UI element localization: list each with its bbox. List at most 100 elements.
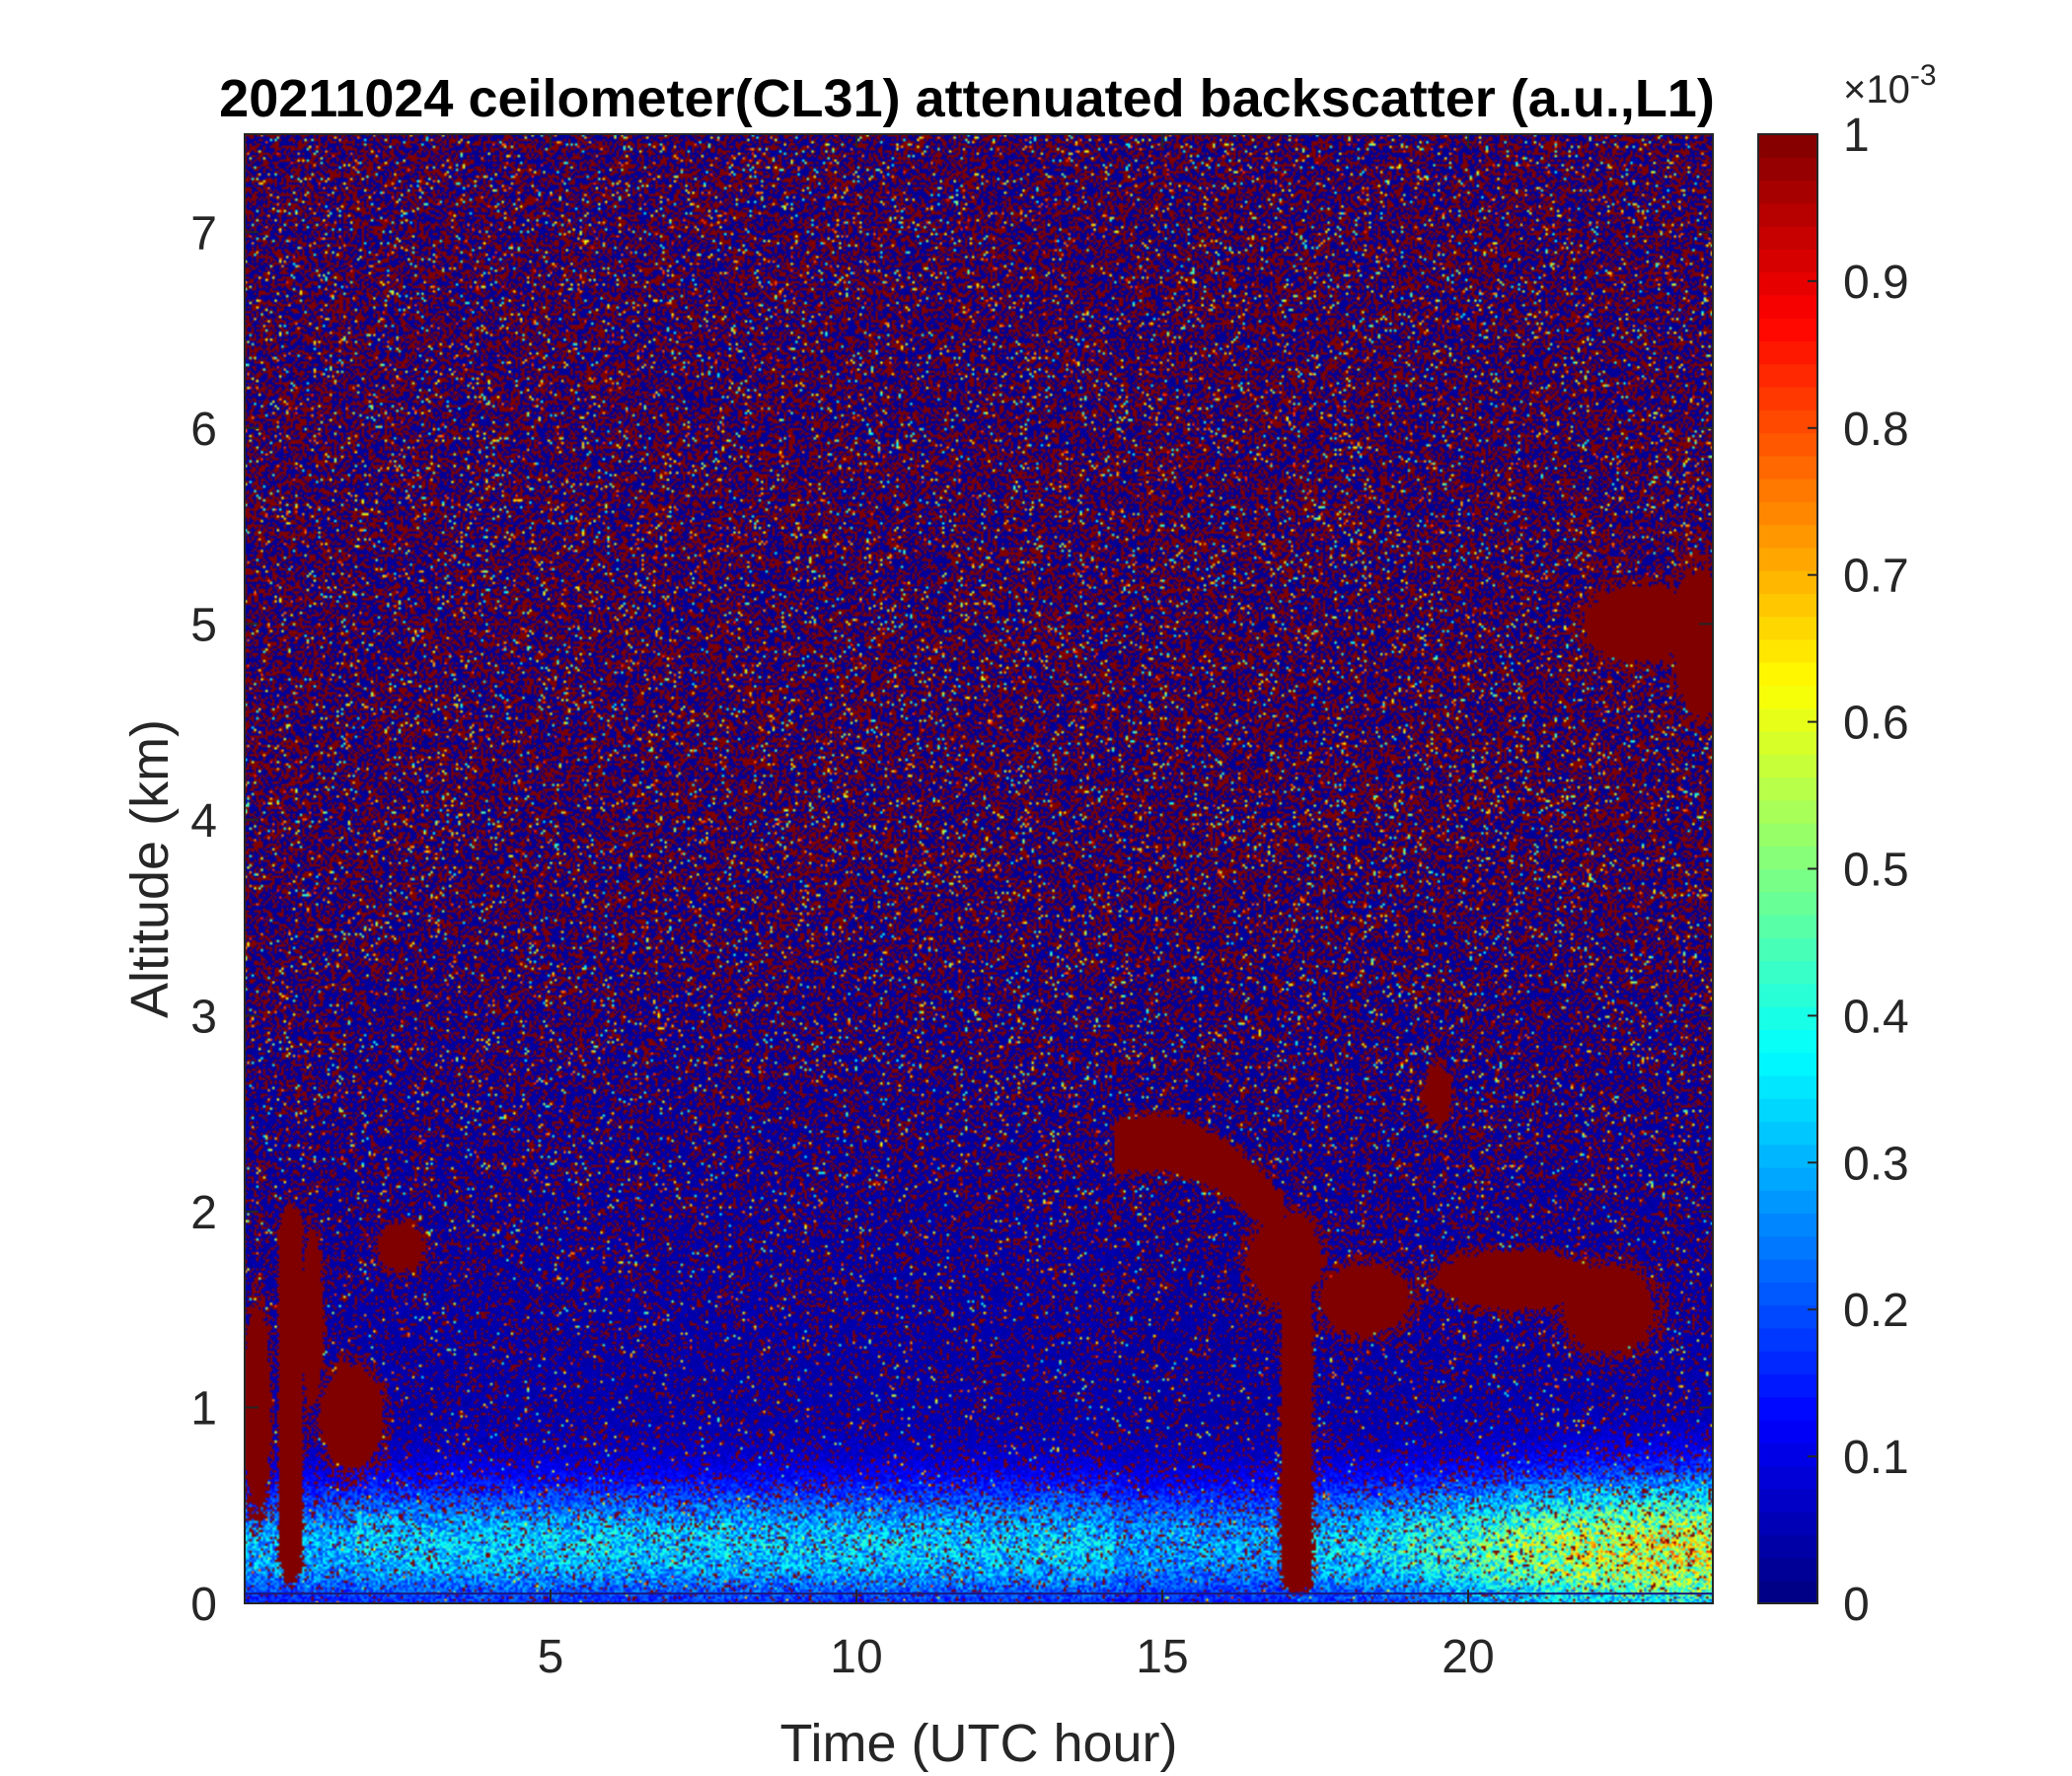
colorbar-stripe [1758,754,1817,778]
colorbar-stripe [1758,1373,1817,1398]
colorbar-stripe [1758,1488,1817,1513]
colorbar-stripe [1758,501,1817,526]
colorbar-stripe [1758,1029,1817,1054]
colorbar-tick-label: 0.8 [1843,404,1909,456]
y-tick-label: 3 [190,991,217,1043]
colorbar-stripe [1758,1465,1817,1490]
x-axis-ticks: 5 10 15 20 [538,134,1495,1683]
colorbar-stripe [1758,1327,1817,1352]
colorbar-stripe [1758,1351,1817,1374]
colorbar-stripe [1758,134,1817,158]
y-tick-label: 6 [190,404,217,456]
x-axis-label: Time (UTC hour) [779,1714,1177,1773]
colorbar-stripe [1758,777,1817,801]
y-tick-label: 4 [190,795,217,848]
colorbar-stripe [1758,1511,1817,1535]
colorbar-stripe [1758,1259,1817,1283]
y-tick-label: 1 [190,1382,217,1435]
colorbar-stripe [1758,409,1817,434]
colorbar-stripe [1758,1396,1817,1421]
colorbar-stripe [1758,1144,1817,1168]
colorbar-stripe [1758,180,1817,204]
colorbar-gradient [1758,134,1817,1604]
heatmap-plot-area [244,133,1714,1604]
colorbar-stripe [1758,891,1817,916]
colorbar-stripe [1758,937,1817,962]
colorbar-tick-label: 0.6 [1843,698,1909,750]
colorbar-stripe [1758,294,1817,319]
colorbar-stripe [1758,1419,1817,1443]
y-tick-label: 0 [190,1579,217,1631]
colorbar-stripe [1758,318,1817,341]
colorbar-tick-label: 0 [1843,1579,1870,1631]
backscatter-heatmap [245,134,1713,1603]
colorbar-stripe [1758,271,1817,296]
y-axis-ticks: 0 1 2 3 4 5 6 7 [190,207,1713,1631]
colorbar-stripe [1758,1121,1817,1146]
colorbar-stripe [1758,1282,1817,1306]
colorbar-exponent-power: -3 [1910,59,1937,92]
colorbar-tick-label: 0.1 [1843,1432,1909,1484]
colorbar-stripe [1758,363,1817,388]
colorbar-tick-label: 0.3 [1843,1138,1909,1190]
colorbar-stripe [1758,478,1817,502]
colorbar-stripe [1758,1580,1817,1604]
colorbar-stripe [1758,799,1817,824]
colorbar-stripe [1758,226,1817,250]
colorbar-stripe [1758,983,1817,1007]
colorbar-stripe [1758,638,1817,663]
colorbar-stripe [1758,707,1817,732]
colorbar-stripe [1758,730,1817,755]
colorbar-stripe [1758,1557,1817,1582]
y-tick-label: 2 [190,1187,217,1239]
colorbar-tick-label: 0.4 [1843,991,1909,1043]
colorbar-stripe [1758,1304,1817,1329]
colorbar-multiplier: ×10 [1843,68,1910,111]
colorbar-stripe [1758,685,1817,709]
colorbar-stripe [1758,846,1817,870]
colorbar-stripe [1758,524,1817,549]
colorbar-exponent: ×10-3 [1843,59,1937,111]
plot-frame [244,133,1714,1604]
colorbar-stripe [1758,1235,1817,1260]
colorbar-stripe [1758,822,1817,847]
colorbar-stripe [1758,1534,1817,1559]
colorbar-stripe [1758,960,1817,985]
colorbar-stripe [1758,868,1817,893]
colorbar-stripe [1758,1052,1817,1076]
colorbar-stripe [1758,249,1817,273]
colorbar-stripe [1758,570,1817,594]
colorbar-tick-label: 1 [1843,110,1870,162]
colorbar-tick-label: 0.9 [1843,257,1909,309]
colorbar-stripe [1758,432,1817,457]
y-tick-label: 7 [190,207,217,259]
y-axis-label: Altitude (km) [120,719,180,1018]
colorbar-ticks: 0 0.1 0.2 0.3 0.4 0.5 0.6 0.7 0.8 0.9 1 [1808,110,1909,1631]
colorbar-stripe [1758,455,1817,480]
colorbar-stripe [1758,1006,1817,1030]
x-tick-label: 15 [1136,1631,1188,1683]
colorbar-tick-label: 0.2 [1843,1285,1909,1337]
x-tick-label: 5 [538,1631,564,1683]
colorbar-stripe [1758,340,1817,365]
colorbar-stripe [1758,1213,1817,1237]
y-tick-label: 5 [190,599,217,651]
colorbar-stripe [1758,1166,1817,1191]
colorbar-stripe [1758,593,1817,618]
colorbar-stripe [1758,157,1817,182]
x-tick-label: 20 [1442,1631,1494,1683]
colorbar-stripe [1758,547,1817,571]
colorbar-stripe [1758,616,1817,640]
chart-title: 20211024 ceilometer(CL31) attenuated bac… [219,69,1715,128]
colorbar-stripe [1758,386,1817,410]
colorbar-tick-label: 0.5 [1843,845,1909,897]
colorbar-stripe [1758,1190,1817,1215]
colorbar-stripe [1758,662,1817,686]
colorbar-stripe [1758,1443,1817,1467]
x-tick-label: 10 [830,1631,882,1683]
colorbar-stripe [1758,202,1817,227]
colorbar: 0 0.1 0.2 0.3 0.4 0.5 0.6 0.7 0.8 0.9 1 ×10-3 [1757,59,1937,1631]
colorbar-stripe [1758,915,1817,938]
colorbar-stripe [1758,1074,1817,1099]
